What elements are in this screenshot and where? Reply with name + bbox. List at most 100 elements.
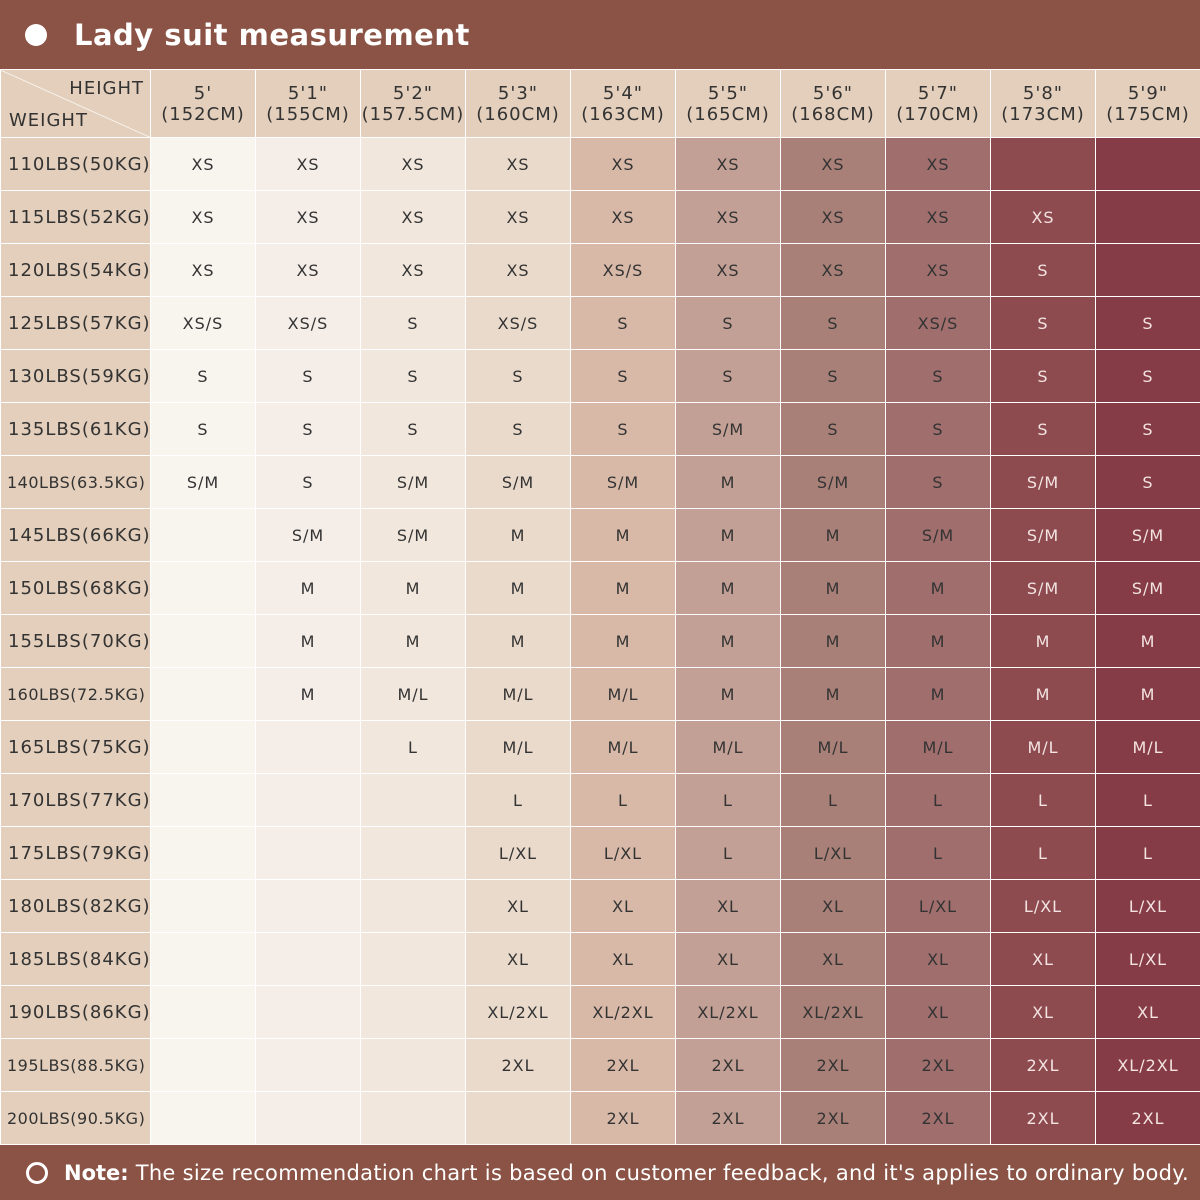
- height-cm-label: (173CM): [1001, 103, 1085, 125]
- size-cell: S: [1095, 349, 1200, 403]
- height-feet-label: 5'4": [602, 82, 644, 104]
- size-cell: XL: [465, 879, 571, 933]
- height-feet-label: 5'6": [812, 82, 854, 104]
- height-feet-label: 5'8": [1022, 82, 1064, 104]
- size-cell: M: [465, 561, 571, 615]
- note-label: Note:: [64, 1160, 129, 1185]
- size-cell: M: [885, 667, 991, 721]
- size-cell: M: [255, 614, 361, 668]
- table-row: 155LBS(70KG) M M M M M M M M M: [0, 614, 1200, 668]
- size-cell: 2XL: [1095, 1091, 1200, 1145]
- size-cell: XL: [570, 879, 676, 933]
- weight-row-header: 140LBS(63.5KG): [0, 455, 151, 509]
- weight-row-header: 130LBS(59KG): [0, 349, 151, 403]
- height-column-header: 5'7" (170CM): [885, 69, 991, 138]
- size-cell: 2XL: [885, 1091, 991, 1145]
- size-cell: S: [780, 296, 886, 350]
- table-row: 110LBS(50KG) XS XS XS XS XS XS XS XS: [0, 137, 1200, 191]
- size-cell: XS: [885, 243, 991, 297]
- size-cell: XL: [885, 932, 991, 986]
- size-cell: [150, 879, 256, 933]
- height-column-header: 5'3" (160CM): [465, 69, 571, 138]
- height-column-header: 5'4" (163CM): [570, 69, 676, 138]
- size-cell: [990, 137, 1096, 191]
- height-cm-label: (155CM): [266, 103, 350, 125]
- title-banner: Lady suit measurement: [0, 0, 1200, 69]
- height-cm-label: (175CM): [1106, 103, 1190, 125]
- size-cell: [360, 1038, 466, 1092]
- size-cell: [360, 985, 466, 1039]
- size-cell: S: [885, 402, 991, 456]
- height-feet-label: 5'1": [287, 82, 329, 104]
- table-row: 165LBS(75KG) L M/L M/L M/L M/L M/L M/L M/L: [0, 720, 1200, 774]
- size-cell: S: [780, 402, 886, 456]
- size-cell: S/M: [360, 455, 466, 509]
- size-cell: S: [360, 402, 466, 456]
- size-cell: XL: [675, 879, 781, 933]
- size-cell: M: [570, 561, 676, 615]
- size-cell: M: [675, 508, 781, 562]
- size-cell: M: [360, 561, 466, 615]
- size-cell: 2XL: [990, 1091, 1096, 1145]
- size-cell: [150, 773, 256, 827]
- size-cell: XS: [465, 137, 571, 191]
- height-feet-label: 5'3": [497, 82, 539, 104]
- table-row: 195LBS(88.5KG) 2XL 2XL 2XL 2XL 2XL 2XL XL/2XL: [0, 1038, 1200, 1092]
- table-row: 175LBS(79KG) L/XL L/XL L L/XL L L L: [0, 826, 1200, 880]
- size-cell: 2XL: [780, 1038, 886, 1092]
- table-row: 160LBS(72.5KG) M M/L M/L M/L M M M M M: [0, 667, 1200, 721]
- size-cell: L: [465, 773, 571, 827]
- size-cell: [150, 561, 256, 615]
- size-cell: M: [990, 667, 1096, 721]
- table-row: 170LBS(77KG) L L L L L L L: [0, 773, 1200, 827]
- size-cell: S/M: [570, 455, 676, 509]
- size-cell: S/M: [990, 508, 1096, 562]
- size-cell: [1095, 137, 1200, 191]
- size-cell: 2XL: [675, 1091, 781, 1145]
- size-cell: S/M: [465, 455, 571, 509]
- size-cell: XS: [780, 190, 886, 244]
- corner-header-cell: HEIGHT WEIGHT: [0, 69, 151, 138]
- size-cell: S: [885, 349, 991, 403]
- size-cell: XS: [780, 137, 886, 191]
- size-cell: L/XL: [885, 879, 991, 933]
- size-cell: S: [1095, 296, 1200, 350]
- size-cell: [360, 932, 466, 986]
- size-cell: [255, 826, 361, 880]
- table-row: 180LBS(82KG) XL XL XL XL L/XL L/XL L/XL: [0, 879, 1200, 933]
- weight-row-header: 180LBS(82KG): [0, 879, 151, 933]
- size-cell: [255, 985, 361, 1039]
- size-cell: S: [675, 296, 781, 350]
- weight-row-header: 135LBS(61KG): [0, 402, 151, 456]
- circle-outline-icon: [26, 1161, 48, 1184]
- height-column-header: 5' (152CM): [150, 69, 256, 138]
- size-cell: XS: [255, 243, 361, 297]
- size-cell: S/M: [150, 455, 256, 509]
- size-cell: XS: [990, 190, 1096, 244]
- size-cell: XS: [885, 137, 991, 191]
- size-cell: M/L: [360, 667, 466, 721]
- weight-row-header: 185LBS(84KG): [0, 932, 151, 986]
- size-cell: [360, 879, 466, 933]
- size-cell: S: [990, 402, 1096, 456]
- size-cell: XS: [465, 243, 571, 297]
- height-column-header: 5'1" (155CM): [255, 69, 361, 138]
- size-cell: [150, 985, 256, 1039]
- header-row: HEIGHT WEIGHT 5' (152CM) 5'1" (155CM) 5'2" (157…: [0, 69, 1200, 138]
- size-cell: M: [675, 455, 781, 509]
- size-cell: [360, 826, 466, 880]
- table-row: 130LBS(59KG) S S S S S S S S S S: [0, 349, 1200, 403]
- size-cell: XS: [255, 137, 361, 191]
- size-cell: S: [780, 349, 886, 403]
- size-cell: M: [780, 614, 886, 668]
- weight-row-header: 155LBS(70KG): [0, 614, 151, 668]
- size-cell: L: [360, 720, 466, 774]
- size-cell: M: [255, 561, 361, 615]
- weight-row-header: 160LBS(72.5KG): [0, 667, 151, 721]
- size-cell: M: [465, 614, 571, 668]
- size-cell: M: [885, 614, 991, 668]
- size-cell: S/M: [990, 561, 1096, 615]
- table-row: 120LBS(54KG) XS XS XS XS XS/S XS XS XS S: [0, 243, 1200, 297]
- height-cm-label: (168CM): [791, 103, 875, 125]
- size-cell: XL/2XL: [780, 985, 886, 1039]
